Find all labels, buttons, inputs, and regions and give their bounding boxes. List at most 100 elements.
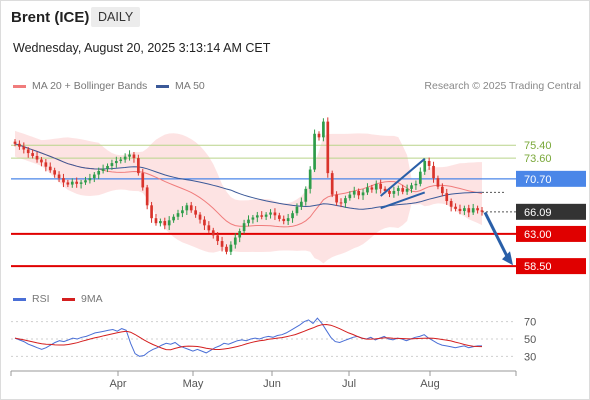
x-tick-label-Jul: Jul — [342, 378, 356, 390]
candle-body — [154, 218, 158, 224]
candle-body — [383, 188, 387, 191]
candle-body — [410, 185, 413, 189]
candle-body — [463, 208, 466, 212]
rsi-line — [14, 317, 482, 357]
candle-body — [480, 210, 484, 212]
candle-body — [66, 182, 70, 185]
candle-body — [357, 191, 360, 196]
candle-body — [432, 165, 435, 179]
candle-body — [35, 155, 39, 160]
candle-body — [282, 218, 286, 222]
candle-body — [260, 215, 264, 217]
candle-body — [251, 217, 255, 220]
level-label-70.70: 70.70 — [524, 174, 552, 186]
candle-body — [427, 160, 431, 166]
candle-body — [374, 183, 378, 190]
research-credit: Research © 2025 Trading Central — [424, 80, 581, 92]
candle-body — [119, 159, 123, 161]
candle-body — [467, 208, 471, 213]
candle-body — [203, 219, 206, 226]
rsi-tick-50: 50 — [524, 334, 536, 346]
timeframe-badge[interactable]: DAILY — [91, 7, 141, 27]
rsi-swatch — [13, 297, 26, 301]
rsi-tick-30: 30 — [524, 351, 536, 363]
candle-body — [176, 213, 180, 217]
report-datetime: Wednesday, August 20, 2025 3:13:14 AM CE… — [13, 41, 271, 55]
candle-body — [423, 160, 427, 172]
rsi-tick-70: 70 — [524, 317, 536, 329]
candle-body — [273, 212, 277, 216]
candle-body — [233, 237, 237, 245]
x-tick-label-May: May — [183, 378, 204, 390]
candle-body — [242, 223, 246, 232]
level-label-66.09: 66.09 — [524, 207, 552, 219]
candle-body — [436, 178, 440, 187]
candle-body — [308, 169, 312, 189]
x-tick-label-Jun: Jun — [263, 378, 281, 390]
horizontal-levels — [11, 144, 516, 268]
level-label-75.40: 75.40 — [524, 140, 552, 152]
candle-body — [405, 188, 409, 192]
candle-body — [304, 188, 308, 202]
candle-body — [128, 154, 131, 157]
ma20-label: MA 20 + Bollinger Bands — [32, 80, 148, 92]
candle-body — [370, 187, 374, 190]
candle-body — [22, 146, 26, 150]
wedge-lower-line — [380, 191, 426, 210]
candles — [13, 117, 484, 256]
x-axis: Apr May Jun Jul Aug — [10, 370, 517, 390]
level-tag-70.70 — [516, 170, 586, 187]
legend-ma20: MA 20 + Bollinger Bands — [13, 80, 147, 92]
candle-body — [110, 163, 114, 166]
candle-body — [189, 205, 193, 211]
ma50-line — [14, 143, 483, 210]
candle-body — [75, 181, 79, 184]
candle-body — [163, 221, 167, 226]
candle-body — [238, 231, 242, 238]
candle-body — [172, 216, 175, 221]
candle-body — [114, 160, 118, 164]
legend-rsi-ma: 9MA — [62, 293, 103, 305]
projection-arrow-head — [502, 251, 513, 266]
chart-header: Brent (ICE) DAILY — [0, 0, 590, 38]
candle-body — [366, 187, 369, 193]
candle-body — [326, 121, 330, 174]
candle-body — [31, 153, 34, 156]
candle-body — [167, 220, 171, 226]
candle-body — [476, 208, 479, 211]
rsi-panel: 70 50 30 — [11, 317, 536, 363]
candle-body — [18, 143, 21, 147]
candle-body — [225, 246, 228, 252]
candle-body — [344, 198, 347, 204]
rsi-ma-swatch — [62, 297, 75, 301]
ma50-label: MA 50 — [175, 80, 205, 92]
ma20-swatch — [13, 84, 26, 88]
candle-body — [101, 168, 105, 171]
candle-body — [295, 206, 299, 214]
candle-body — [181, 210, 184, 214]
candle-body — [471, 208, 475, 213]
candle-body — [88, 178, 92, 181]
bollinger-band-area — [15, 130, 482, 264]
candle-body — [40, 159, 43, 163]
candle-body — [286, 218, 290, 222]
candle-body — [145, 187, 149, 206]
candle-body — [137, 158, 140, 174]
candle-body — [141, 173, 145, 188]
candle-body — [441, 186, 444, 194]
level-tag-58.50 — [516, 258, 586, 275]
candle-body — [454, 206, 457, 209]
bollinger-band — [15, 130, 482, 264]
candle-body — [401, 188, 405, 192]
candle-body — [79, 182, 83, 184]
candle-body — [13, 141, 17, 144]
candle-body — [53, 170, 56, 175]
rsi-label: RSI — [32, 293, 50, 305]
x-tick-label-Aug: Aug — [420, 378, 440, 390]
candle-body — [159, 221, 162, 224]
candle-body — [207, 225, 211, 231]
level-label-58.50: 58.50 — [524, 261, 552, 273]
instrument-title: Brent (ICE) — [11, 9, 90, 26]
candle-body — [392, 191, 396, 194]
